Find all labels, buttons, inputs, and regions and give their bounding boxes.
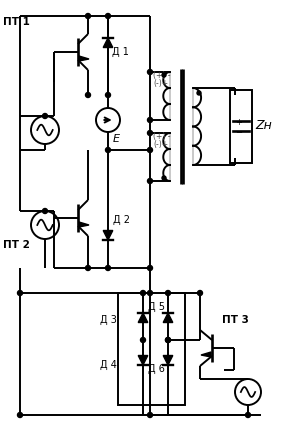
Text: Д 1: Д 1 — [112, 47, 129, 57]
Text: ПТ 2: ПТ 2 — [3, 240, 30, 250]
Polygon shape — [103, 38, 113, 48]
Circle shape — [17, 290, 22, 296]
Text: (+) -: (+) - — [153, 71, 170, 80]
Circle shape — [148, 130, 152, 136]
Circle shape — [17, 413, 22, 417]
Circle shape — [197, 91, 201, 95]
Circle shape — [140, 290, 146, 296]
Circle shape — [106, 266, 110, 271]
Text: (+) -: (+) - — [153, 132, 170, 141]
Circle shape — [140, 338, 146, 342]
Text: −: − — [235, 128, 242, 137]
Circle shape — [197, 290, 202, 296]
Circle shape — [43, 114, 47, 118]
Circle shape — [148, 290, 152, 296]
Circle shape — [148, 413, 152, 417]
Text: Zн: Zн — [255, 119, 272, 132]
Text: (-)+: (-)+ — [153, 79, 168, 88]
Text: Д 2: Д 2 — [113, 215, 130, 225]
Circle shape — [148, 69, 152, 75]
Circle shape — [85, 266, 91, 271]
Circle shape — [106, 13, 110, 18]
Circle shape — [148, 118, 152, 123]
Circle shape — [162, 176, 166, 180]
Text: Д 6: Д 6 — [148, 364, 165, 374]
Text: Д 4: Д 4 — [100, 360, 117, 370]
Text: E: E — [113, 134, 120, 144]
Circle shape — [106, 148, 110, 152]
Polygon shape — [138, 356, 148, 365]
Text: ПТ 1: ПТ 1 — [3, 17, 30, 27]
Circle shape — [85, 13, 91, 18]
Text: Д 5: Д 5 — [148, 302, 165, 312]
Polygon shape — [79, 56, 89, 61]
Polygon shape — [201, 352, 211, 357]
Polygon shape — [163, 356, 173, 365]
Polygon shape — [163, 313, 173, 323]
Circle shape — [148, 178, 152, 184]
Circle shape — [166, 338, 170, 342]
Circle shape — [162, 73, 166, 77]
Text: +: + — [235, 118, 242, 127]
Circle shape — [85, 93, 91, 97]
Circle shape — [148, 266, 152, 271]
Polygon shape — [103, 230, 113, 240]
Text: ПТ 3: ПТ 3 — [222, 315, 249, 325]
Polygon shape — [138, 313, 148, 323]
Circle shape — [166, 338, 170, 342]
Circle shape — [166, 290, 170, 296]
Text: (-)+: (-)+ — [153, 140, 168, 149]
Polygon shape — [79, 222, 89, 227]
Text: Д 3: Д 3 — [100, 315, 117, 325]
Circle shape — [245, 413, 250, 417]
Circle shape — [106, 93, 110, 97]
Circle shape — [148, 148, 152, 152]
Circle shape — [43, 208, 47, 214]
